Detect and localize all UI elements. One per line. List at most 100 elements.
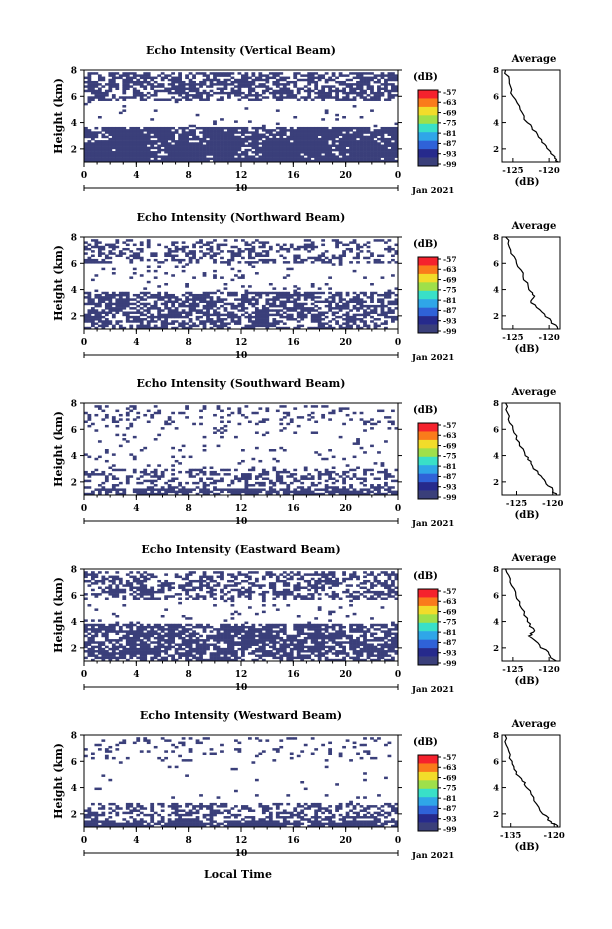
echo-cell [293,74,298,77]
echo-cell [321,151,326,154]
echo-cell [345,291,350,295]
echo-cell [275,133,280,137]
echo-cell [265,318,270,321]
echo-cell [181,293,186,297]
echo-cell [335,652,339,655]
echo-cell [122,438,127,441]
echo-cell [359,307,364,310]
echo-cell [223,74,228,77]
echo-cell [370,291,374,295]
echo-cell [310,159,315,163]
echo-cell [139,298,144,301]
echo-cell [132,80,137,84]
echo-cell [132,252,137,255]
echo-cell [143,146,148,150]
echo-cell [321,131,326,134]
echo-cell [296,247,301,251]
echo-cell [296,298,301,301]
echo-cell [111,645,116,649]
echo-cell [241,250,245,253]
echo-cell [331,256,336,260]
echo-cell [275,155,280,158]
echo-cell [391,247,395,251]
echo-cell [227,645,231,649]
echo-cell [363,643,367,646]
echo-cell [199,94,203,97]
echo-cell [230,254,235,258]
echo-cell [171,85,176,88]
echo-cell [324,155,329,158]
echo-cell [373,462,378,465]
echo-cell [247,468,252,472]
echo-cell [188,468,193,472]
echo-cell [146,311,151,314]
echo-cell [104,492,109,496]
echo-cell [356,261,360,264]
echo-cell [241,96,245,99]
echo-cell [241,477,245,480]
echo-cell [328,91,333,95]
echo-cell [129,142,134,145]
echo-cell [303,302,308,306]
echo-cell [171,91,176,95]
echo-cell [349,477,353,480]
echo-cell [272,643,277,646]
echo-cell [314,159,319,163]
echo-cell [118,146,123,150]
echo-cell [317,74,322,77]
echo-cell [213,148,217,152]
echo-cell [335,320,339,323]
echo-cell [213,122,217,126]
echo-cell [143,78,148,82]
echo-cell [192,131,196,134]
echo-cell [268,76,273,80]
echo-cell [394,151,399,154]
echo-cell [258,484,263,487]
echo-cell [244,315,249,319]
echo-cell [139,481,144,485]
echo-cell [279,481,284,485]
echo-cell [223,87,228,91]
echo-cell [216,296,221,299]
echo-cell [282,261,287,264]
echo-cell [216,155,221,158]
echo-cell [167,315,172,319]
echo-cell [230,87,235,91]
echo-cell [129,148,134,152]
echo-cell [289,142,294,145]
echo-cell [111,140,116,143]
echo-cell [209,466,214,470]
echo-cell [310,133,315,137]
echo-cell [90,261,95,264]
echo-cell [174,320,179,323]
echo-cell [192,157,196,161]
echo-cell [282,481,287,485]
echo-cell [209,78,214,82]
echo-cell [164,254,169,258]
echo-cell [84,656,88,660]
echo-cell [216,157,221,161]
echo-cell [202,293,207,297]
echo-cell [296,144,301,147]
echo-cell [97,492,102,496]
echo-cell [136,140,141,143]
echo-cell [150,481,155,485]
echo-cell [279,309,284,312]
echo-cell [342,146,346,150]
echo-cell [164,658,169,662]
colorbar-tick-label: -87 [443,472,457,481]
echo-cell [104,243,109,247]
echo-cell [384,247,388,251]
echo-cell [303,146,308,150]
echo-cell [310,129,315,132]
colorbar-swatch [418,324,438,334]
echo-cell [132,157,137,161]
echo-cell [275,656,280,660]
echo-cell [157,137,162,141]
echo-cell [181,647,186,651]
echo-cell [174,492,179,496]
echo-cell [97,405,102,408]
echo-cell [139,322,144,325]
echo-cell [199,91,203,95]
echo-cell [384,311,388,314]
